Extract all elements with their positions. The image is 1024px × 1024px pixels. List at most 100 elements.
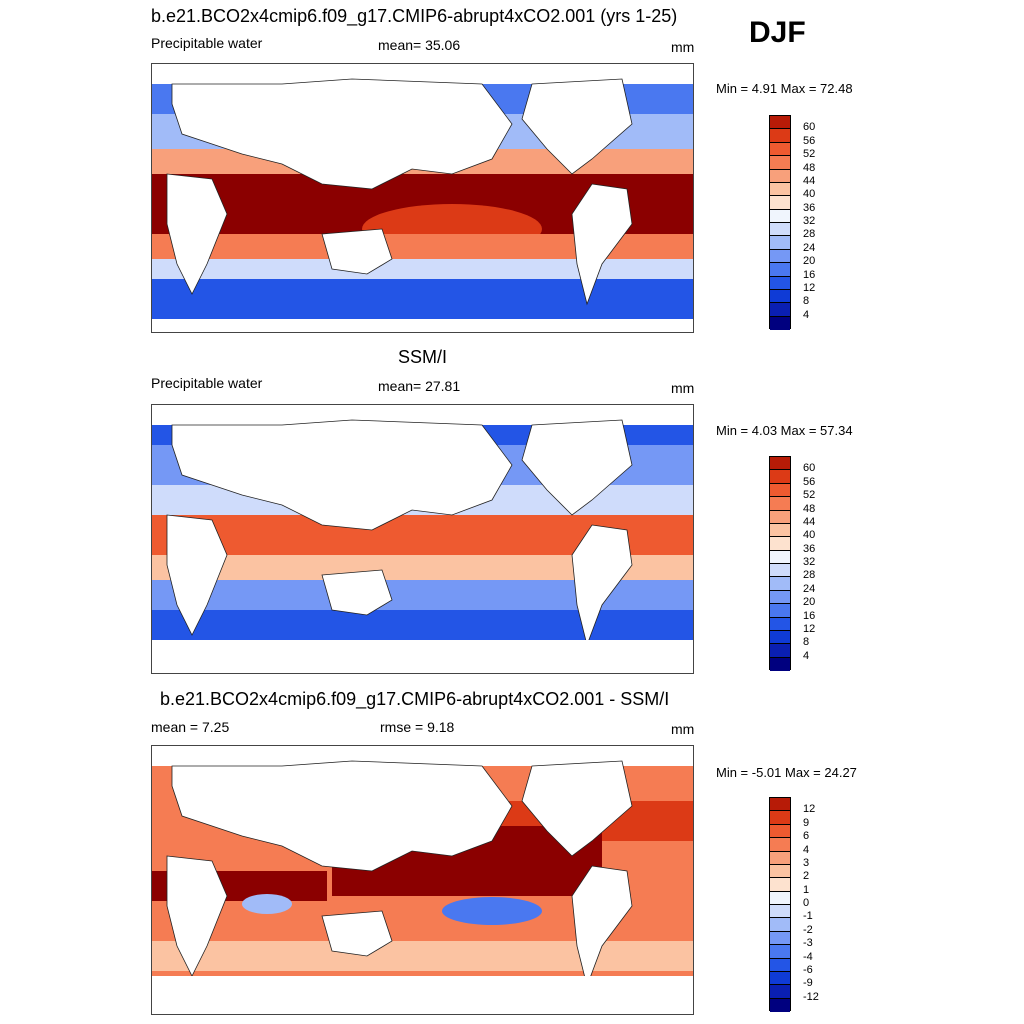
panel-3-units: mm xyxy=(671,721,695,737)
panel-2-land-arctic xyxy=(152,405,693,425)
panel-2-land-south-america xyxy=(571,524,633,647)
colorbar-label: 44 xyxy=(803,174,816,187)
colorbar-box xyxy=(770,998,790,1012)
panel-2-land-north-america xyxy=(521,419,633,516)
panel-1-map-svg xyxy=(152,64,693,332)
colorbar-label: 52 xyxy=(803,148,816,161)
panel-2-map xyxy=(151,404,694,674)
colorbar-box xyxy=(770,798,790,812)
panel-1-variable-label: Precipitable water xyxy=(151,35,263,51)
panel-3-title: b.e21.BCO2x4cmip6.f09_g17.CMIP6-abrupt4x… xyxy=(160,689,670,709)
colorbar-label: -6 xyxy=(803,963,813,976)
colorbar-box xyxy=(770,577,790,591)
colorbar-box xyxy=(770,483,790,498)
colorbar-box xyxy=(770,129,790,143)
panel-1-land-antarctica xyxy=(152,319,693,332)
panel-2-colorbar xyxy=(769,456,791,671)
colorbar-label: 0 xyxy=(803,897,810,909)
panel-3-colorbar xyxy=(769,797,791,1012)
panel-3-mean: mean = 7.25 xyxy=(151,719,230,735)
panel-1-units: mm xyxy=(671,39,695,55)
colorbar-label: 48 xyxy=(803,502,816,515)
colorbar-label: -2 xyxy=(803,923,813,936)
colorbar-box xyxy=(770,156,790,170)
colorbar-box xyxy=(770,644,790,658)
colorbar-box xyxy=(770,958,790,972)
panel-1-minmax: Min = 4.91 Max = 72.48 xyxy=(716,81,853,96)
panel-1-mean: mean= 35.06 xyxy=(378,37,461,53)
season-label: DJF xyxy=(749,16,806,49)
colorbar-box xyxy=(770,223,790,237)
panel-3-land-eurasia xyxy=(171,760,513,872)
colorbar-label: 52 xyxy=(803,489,816,502)
colorbar-box xyxy=(770,510,790,524)
panel-3-land-arctic xyxy=(152,746,693,766)
colorbar-box xyxy=(770,657,790,671)
panel-2-land-antarctica xyxy=(152,640,693,673)
colorbar-label: 20 xyxy=(803,596,816,609)
colorbar-label: 28 xyxy=(803,228,816,241)
colorbar-box xyxy=(770,169,790,183)
colorbar-label: -4 xyxy=(803,950,813,963)
panel-2-map-svg xyxy=(152,405,693,673)
panel-3-field-neg-io xyxy=(242,894,292,914)
colorbar-box xyxy=(770,209,790,223)
panel-3-land-africa xyxy=(166,855,228,977)
panel-2-variable-label: Precipitable water xyxy=(151,375,263,391)
colorbar-label: 36 xyxy=(803,201,816,214)
colorbar-box xyxy=(770,550,790,564)
colorbar-box xyxy=(770,864,790,879)
colorbar-box xyxy=(770,838,790,852)
colorbar-box xyxy=(770,196,790,210)
panel-1-land-australia xyxy=(321,228,393,275)
panel-2-land-australia xyxy=(321,569,393,616)
colorbar-box xyxy=(770,971,790,986)
colorbar-box xyxy=(770,945,790,959)
colorbar-label: 56 xyxy=(803,475,816,488)
colorbar-box xyxy=(770,604,790,618)
panel-1-title: b.e21.BCO2x4cmip6.f09_g17.CMIP6-abrupt4x… xyxy=(151,6,678,26)
panel-1-land-arctic xyxy=(152,64,693,84)
colorbar-label: 56 xyxy=(803,134,816,147)
colorbar-label: 9 xyxy=(803,816,810,829)
colorbar-label: 16 xyxy=(803,268,816,281)
panel-2-minmax: Min = 4.03 Max = 57.34 xyxy=(716,423,853,438)
colorbar-box xyxy=(770,985,790,999)
colorbar-box xyxy=(770,824,790,839)
colorbar-label: 16 xyxy=(803,609,816,622)
colorbar-box xyxy=(770,497,790,511)
colorbar-box xyxy=(770,249,790,264)
colorbar-label: 40 xyxy=(803,529,816,542)
colorbar-label: 36 xyxy=(803,542,816,555)
colorbar-label: 20 xyxy=(803,255,816,268)
panel-2-mean: mean= 27.81 xyxy=(378,378,461,394)
panel-3-rmse: rmse = 9.18 xyxy=(380,719,455,735)
panel-1-land-south-america xyxy=(571,183,633,306)
colorbar-label: 32 xyxy=(803,556,816,568)
panel-3-land-antarctica xyxy=(152,976,693,1014)
colorbar-label: 48 xyxy=(803,161,816,174)
panel-3-land-north-america xyxy=(521,760,633,857)
panel-3-map xyxy=(151,745,694,1015)
colorbar-box xyxy=(770,537,790,551)
colorbar-label: 8 xyxy=(803,636,810,649)
colorbar-label: 3 xyxy=(803,856,810,869)
colorbar-label: 12 xyxy=(803,803,816,816)
colorbar-label: 2 xyxy=(803,870,810,883)
colorbar-box xyxy=(770,276,790,290)
panel-1-map xyxy=(151,63,694,333)
panel-1-colorbar xyxy=(769,115,791,330)
colorbar-label: 1 xyxy=(803,883,810,896)
colorbar-box xyxy=(770,470,790,484)
colorbar-box xyxy=(770,303,790,317)
colorbar-label: -12 xyxy=(803,990,819,1003)
colorbar-box xyxy=(770,263,790,277)
panel-3-minmax: Min = -5.01 Max = 24.27 xyxy=(716,765,857,780)
colorbar-label: 8 xyxy=(803,295,810,308)
colorbar-box xyxy=(770,142,790,157)
colorbar-box xyxy=(770,918,790,932)
colorbar-box xyxy=(770,590,790,605)
panel-2-land-africa xyxy=(166,514,228,636)
colorbar-box xyxy=(770,617,790,631)
colorbar-label: 60 xyxy=(803,462,816,475)
